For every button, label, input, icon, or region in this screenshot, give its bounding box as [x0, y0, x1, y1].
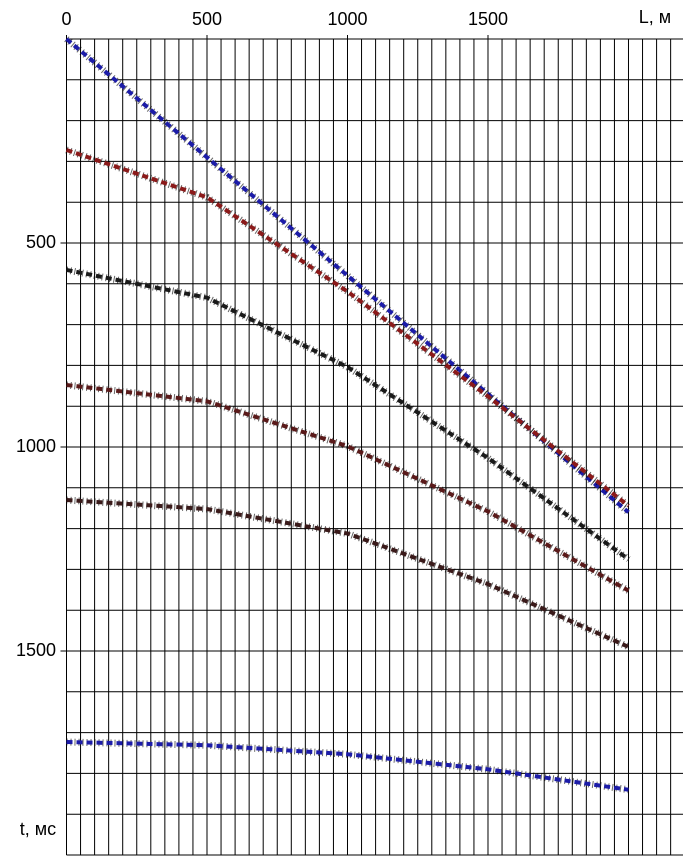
wavefront-shadow: [66, 381, 631, 594]
x-tick-label: 0: [61, 9, 71, 29]
y-tick-label: 1000: [16, 436, 56, 456]
x-tick-label: 1500: [468, 9, 508, 29]
x-tick-label: 1000: [327, 9, 367, 29]
wavefront: [66, 382, 630, 593]
wavefront: [65, 148, 630, 508]
wavefront: [66, 739, 629, 792]
y-tick-label: 500: [26, 232, 56, 252]
wavefront: [66, 498, 630, 649]
y-tick-label: 1500: [16, 640, 56, 660]
x-tick-label: 500: [192, 9, 222, 29]
x-axis-label: L, м: [639, 7, 671, 27]
wavefront: [66, 267, 630, 561]
y-axis-label: t, мс: [20, 819, 56, 839]
